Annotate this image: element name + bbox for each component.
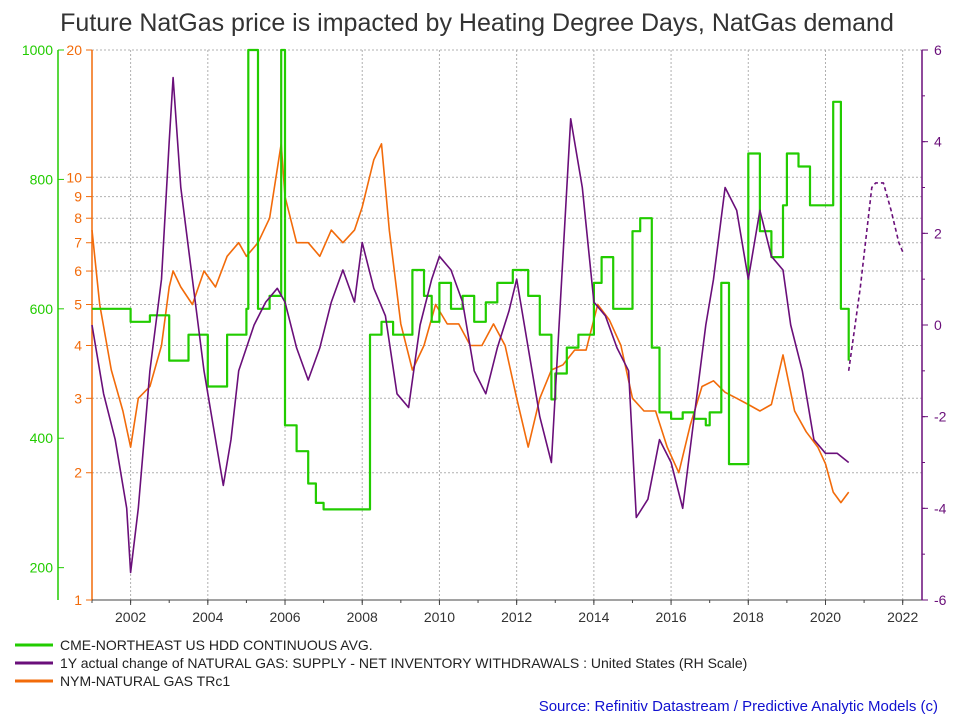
price-tick-label: 6: [74, 263, 82, 279]
legend-label-price: NYM-NATURAL GAS TRc1: [60, 673, 230, 689]
price-tick-label: 3: [74, 390, 82, 406]
hdd-tick-label: 200: [30, 560, 54, 576]
price-tick-label: 5: [74, 297, 82, 313]
x-tick-label: 2004: [192, 609, 223, 625]
hdd-tick-label: 800: [30, 171, 54, 187]
source-credit: Source: Refinitiv Datastream / Predictiv…: [539, 698, 938, 714]
price-tick-label: 4: [74, 337, 82, 353]
price-tick-label: 10: [66, 169, 82, 185]
x-tick-label: 2002: [115, 609, 146, 625]
price-tick-label: 9: [74, 189, 82, 205]
x-tick-label: 2012: [501, 609, 532, 625]
supply-tick-label: -2: [934, 409, 947, 425]
supply-tick-label: -4: [934, 500, 947, 516]
price-tick-label: 1: [74, 592, 82, 608]
legend-label-hdd: CME-NORTHEAST US HDD CONTINUOUS AVG.: [60, 637, 373, 653]
x-tick-label: 2014: [578, 609, 609, 625]
price-tick-label: 20: [66, 42, 82, 58]
legend: CME-NORTHEAST US HDD CONTINUOUS AVG. 1Y …: [15, 637, 747, 689]
supply-tick-label: 0: [934, 317, 942, 333]
series-line-hdd: [92, 48, 850, 511]
supply-tick-label: 6: [934, 42, 942, 58]
series-layer: [91, 48, 904, 574]
price-tick-label: 2: [74, 465, 82, 481]
legend-label-supply: 1Y actual change of NATURAL GAS: SUPPLY …: [60, 655, 747, 671]
hdd-tick-label: 400: [30, 430, 54, 446]
supply-tick-label: 4: [934, 134, 942, 150]
x-tick-label: 2006: [269, 609, 300, 625]
hdd-tick-label: 600: [30, 301, 54, 317]
chart-title: Future NatGas price is impacted by Heati…: [60, 9, 894, 37]
x-tick-label: 2020: [810, 609, 841, 625]
hdd-tick-label: 1000: [22, 42, 53, 58]
series-line-supply: [91, 76, 850, 574]
x-tick-label: 2022: [887, 609, 918, 625]
series-line-price: [91, 143, 850, 504]
price-tick-label: 7: [74, 235, 82, 251]
axes: 2002 2004 2006 2008 2010 2012 2014 2016 2018 2020…: [22, 42, 947, 625]
series-line-supply_forecast: [847, 182, 904, 371]
x-tick-label: 2008: [347, 609, 378, 625]
supply-tick-label: 2: [934, 225, 942, 241]
x-tick-label: 2018: [733, 609, 764, 625]
x-tick-label: 2016: [655, 609, 686, 625]
supply-tick-label: -6: [934, 592, 947, 608]
grid-lines: [92, 49, 922, 601]
x-tick-label: 2010: [424, 609, 455, 625]
price-tick-label: 8: [74, 210, 82, 226]
